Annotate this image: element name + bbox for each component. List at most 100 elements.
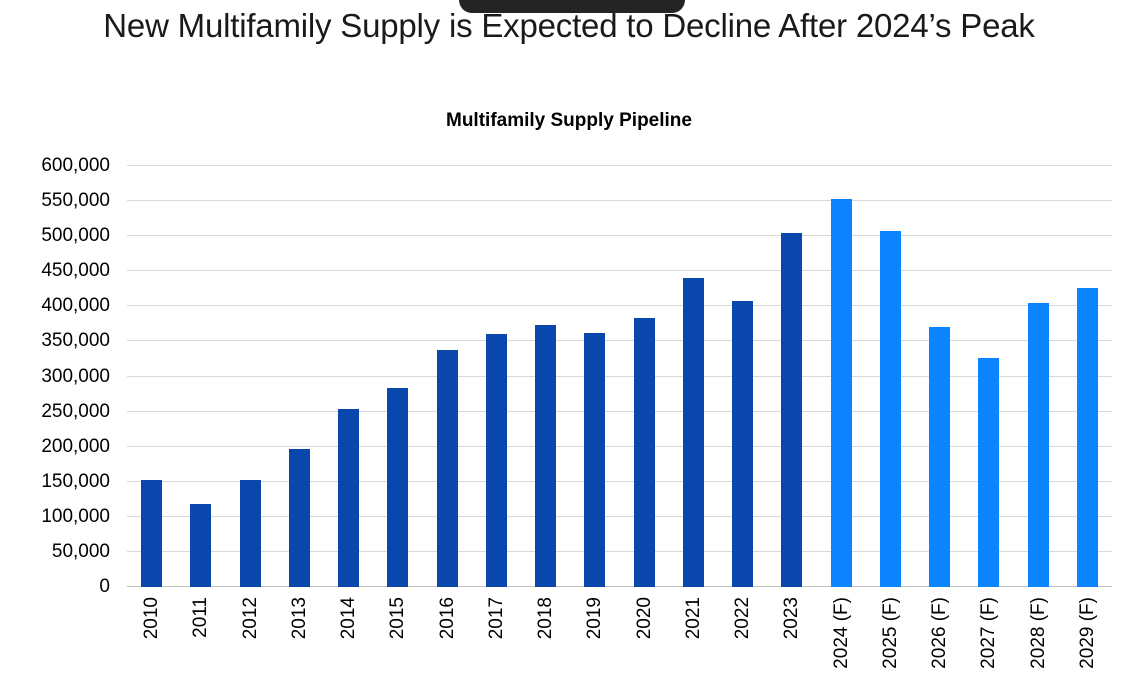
gridline (127, 235, 1112, 237)
bar-slot (915, 166, 964, 587)
y-tick-label: 550,000 (41, 190, 110, 212)
bar-2016 (436, 349, 458, 587)
x-tick-cell: 2024 (F) (817, 597, 866, 692)
bar-slot (1014, 166, 1063, 587)
x-tick-label: 2029 (F) (1076, 597, 1098, 669)
gridline (127, 305, 1112, 307)
bar-2020 (633, 318, 655, 587)
bar-2029-forecast (1076, 288, 1098, 587)
bar-slot (669, 166, 718, 587)
y-tick-label: 150,000 (41, 470, 110, 492)
bar-slot (718, 166, 767, 587)
bar-slot (423, 166, 472, 587)
bar-2012 (239, 479, 261, 587)
x-tick-label: 2014 (338, 597, 360, 640)
bar-slot (226, 166, 275, 587)
gridline (127, 515, 1112, 517)
y-axis-labels: 0 50,000 100,000 150,000 200,000 250,000 300,0… (0, 156, 110, 597)
x-tick-cell: 2021 (669, 597, 718, 692)
gridline (127, 550, 1112, 552)
x-tick-cell: 2025 (F) (866, 597, 915, 692)
gridline (127, 445, 1112, 447)
y-tick-label: 250,000 (41, 400, 110, 422)
x-tick-cell: 2015 (373, 597, 422, 692)
y-tick-label: 500,000 (41, 225, 110, 247)
bar-slot (472, 166, 521, 587)
bar-2010 (141, 479, 163, 587)
screen-notch (459, 0, 685, 13)
bar-slot (767, 166, 816, 587)
x-tick-label: 2020 (633, 597, 655, 640)
chart-title: Multifamily Supply Pipeline (446, 110, 692, 131)
x-tick-cell: 2029 (F) (1063, 597, 1112, 692)
x-tick-label: 2013 (288, 597, 310, 640)
bar-slot (866, 166, 915, 587)
gridline (127, 410, 1112, 412)
x-tick-label: 2019 (584, 597, 606, 640)
x-tick-label: 2027 (F) (978, 597, 1000, 669)
x-tick-label: 2026 (F) (929, 597, 951, 669)
y-tick-label: 50,000 (51, 540, 110, 562)
bar-slot (570, 166, 619, 587)
bar-2027-forecast (978, 357, 1000, 587)
gridline (127, 340, 1112, 342)
bar-slot (324, 166, 373, 587)
x-tick-label: 2017 (485, 597, 507, 640)
bar-slot (817, 166, 866, 587)
x-tick-cell: 2026 (F) (915, 597, 964, 692)
bar-slot (176, 166, 225, 587)
gridline (127, 200, 1112, 202)
y-tick-label: 350,000 (41, 330, 110, 352)
x-tick-cell: 2010 (127, 597, 176, 692)
x-tick-cell: 2028 (F) (1014, 597, 1063, 692)
x-tick-label: 2022 (732, 597, 754, 640)
bar-2028-forecast (1027, 302, 1049, 587)
x-tick-label: 2025 (F) (879, 597, 901, 669)
x-tick-label: 2024 (F) (830, 597, 852, 669)
bar-2022 (732, 301, 754, 587)
bar-2014 (338, 408, 360, 587)
bars-layer (127, 166, 1112, 587)
x-tick-cell: 2013 (275, 597, 324, 692)
x-tick-label: 2011 (190, 597, 212, 638)
bar-2026-forecast (929, 326, 951, 587)
x-axis-line (127, 586, 1112, 587)
x-tick-cell: 2016 (423, 597, 472, 692)
x-tick-cell: 2019 (570, 597, 619, 692)
bar-2021 (682, 277, 704, 587)
gridline (127, 165, 1112, 166)
x-tick-label: 2018 (535, 597, 557, 640)
x-tick-cell: 2014 (324, 597, 373, 692)
bar-2011 (190, 504, 212, 587)
page-title: New Multifamily Supply is Expected to De… (103, 7, 1035, 44)
x-tick-cell: 2012 (226, 597, 275, 692)
y-tick-label: 400,000 (41, 295, 110, 317)
bar-slot (620, 166, 669, 587)
bar-slot (964, 166, 1013, 587)
x-tick-cell: 2017 (472, 597, 521, 692)
y-tick-label: 200,000 (41, 435, 110, 457)
x-tick-cell: 2022 (718, 597, 767, 692)
bar-2024-forecast (830, 198, 852, 587)
y-tick-label: 100,000 (41, 505, 110, 527)
x-tick-cell: 2023 (767, 597, 816, 692)
bar-2023 (781, 233, 803, 587)
bar-2013 (288, 449, 310, 587)
gridline (127, 480, 1112, 482)
y-tick-label: 450,000 (41, 260, 110, 282)
bar-slot (373, 166, 422, 587)
x-tick-label: 2023 (781, 597, 803, 640)
x-tick-label: 2016 (436, 597, 458, 640)
y-tick-label: 300,000 (41, 365, 110, 387)
gridline (127, 270, 1112, 272)
x-tick-label: 2028 (F) (1027, 597, 1049, 669)
bar-2018 (535, 325, 557, 587)
plot-area (127, 165, 1112, 587)
x-tick-label: 2015 (387, 597, 409, 640)
bar-slot (521, 166, 570, 587)
y-tick-label: 600,000 (41, 155, 110, 176)
bar-slot (275, 166, 324, 587)
x-tick-label: 2010 (141, 597, 163, 640)
x-axis-labels: 2010 2011 2012 2013 2014 2015 2016 2017 2018 2019… (127, 597, 1112, 692)
